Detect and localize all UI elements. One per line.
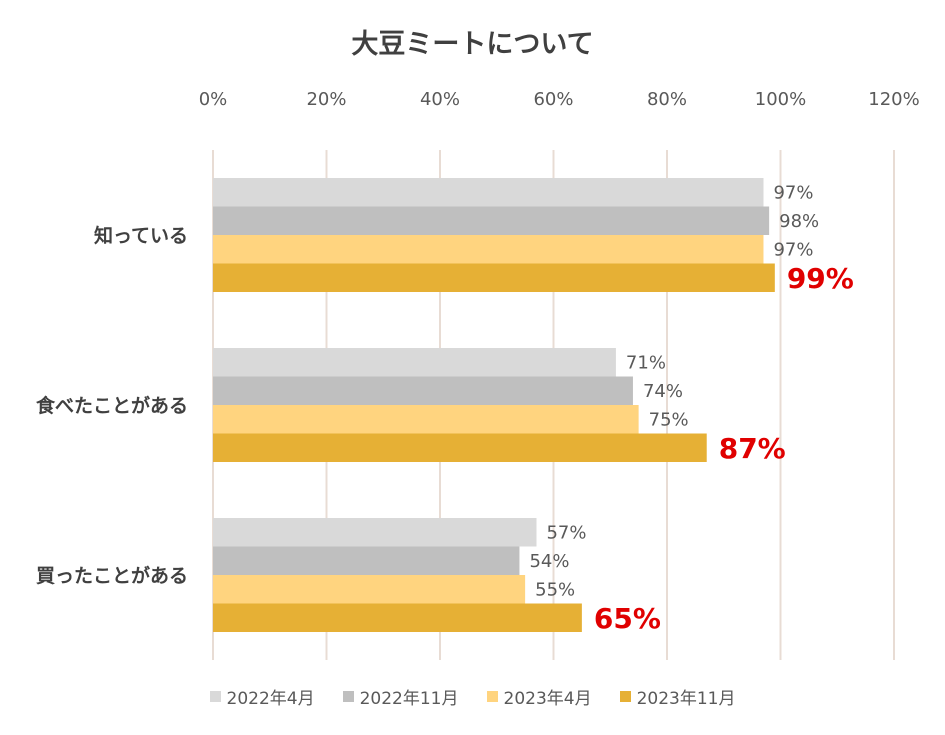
legend-item: 2023年11月	[619, 684, 736, 709]
legend-swatch	[342, 691, 354, 702]
category-label: 買ったことがある	[36, 564, 188, 587]
data-label: 71%	[626, 352, 666, 373]
data-label: 65%	[594, 602, 661, 635]
category-label: 食べたことがある	[36, 394, 188, 417]
bar	[213, 235, 764, 264]
legend-item: 2022年4月	[209, 684, 315, 709]
data-label: 87%	[719, 432, 786, 465]
data-label: 75%	[649, 409, 689, 430]
bar	[213, 206, 770, 235]
data-labels: 97%98%97%99%71%74%75%87%57%54%55%65%	[529, 182, 853, 635]
data-label: 74%	[643, 381, 683, 402]
x-tick-label: 120%	[868, 89, 919, 110]
bar	[213, 348, 616, 377]
data-label: 98%	[779, 211, 819, 232]
legend-label: 2022年11月	[359, 689, 459, 709]
bar	[213, 603, 582, 632]
legend-swatch	[619, 691, 631, 702]
x-tick-label: 80%	[647, 89, 687, 110]
legend-swatch	[209, 691, 221, 702]
data-label: 97%	[773, 182, 813, 203]
data-label: 97%	[773, 239, 813, 260]
legend-item: 2023年4月	[486, 684, 592, 709]
x-tick-labels: 0% 20% 40% 60% 80% 100% 120%	[199, 89, 920, 110]
data-label: 54%	[529, 551, 569, 572]
legend-item: 2022年11月	[342, 684, 459, 709]
legend-label: 2022年4月	[226, 689, 315, 709]
legend-swatch	[486, 691, 498, 702]
bar	[213, 518, 537, 547]
bar	[213, 178, 764, 207]
x-tick-label: 20%	[306, 89, 346, 110]
x-tick-label: 100%	[755, 89, 806, 110]
bar	[213, 405, 639, 434]
bar	[213, 546, 520, 575]
bar-chart: 0% 20% 40% 60% 80% 100% 120% 知っている食べたことがある買ったこ…	[36, 89, 920, 660]
x-tick-label: 40%	[420, 89, 460, 110]
category-label: 知っている	[94, 224, 188, 247]
data-label: 99%	[787, 262, 854, 295]
data-label: 57%	[546, 522, 586, 543]
legend: 2022年4月 2022年11月 2023年4月 2023年11月	[0, 684, 945, 709]
chart-title: 大豆ミートについて	[351, 29, 594, 60]
bars	[213, 178, 775, 632]
bar	[213, 263, 775, 292]
legend-label: 2023年4月	[503, 689, 592, 709]
x-tick-label: 0%	[199, 89, 228, 110]
bar	[213, 376, 633, 405]
bar	[213, 575, 526, 604]
data-label: 55%	[535, 579, 575, 600]
x-tick-label: 60%	[533, 89, 573, 110]
legend-label: 2023年11月	[636, 689, 736, 709]
bar	[213, 433, 707, 462]
